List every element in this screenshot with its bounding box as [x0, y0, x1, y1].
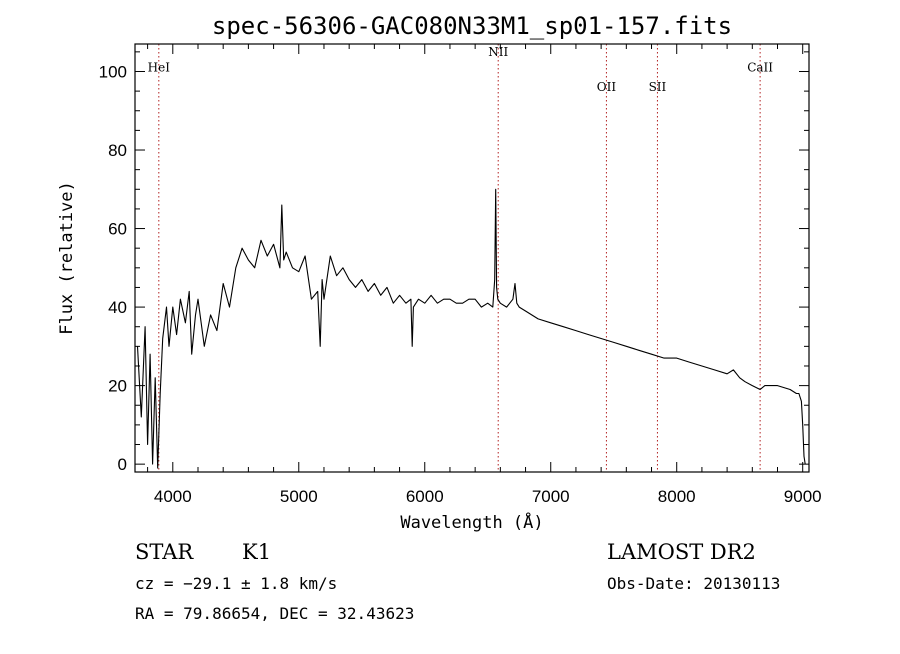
- radial-velocity: cz = −29.1 ± 1.8 km/s: [135, 574, 337, 593]
- x-tick-label: 9000: [784, 487, 822, 506]
- y-tick-label: 40: [108, 298, 127, 317]
- marker-label-nii: NII: [488, 45, 508, 59]
- y-tick-label: 80: [108, 141, 127, 160]
- survey-name: LAMOST DR2: [607, 540, 756, 564]
- sky-coordinates: RA = 79.86654, DEC = 32.43623: [135, 604, 414, 623]
- x-tick-label: 6000: [406, 487, 444, 506]
- plot-frame: [134, 43, 810, 473]
- x-tick-label: 5000: [280, 487, 318, 506]
- y-tick-label: 20: [108, 377, 127, 396]
- object-subclass: K1: [242, 540, 271, 564]
- y-tick-label: 60: [108, 220, 127, 239]
- y-axis-ticks: 0 20 40 60 80 100: [99, 51, 809, 474]
- x-axis-label: Wavelength (Å): [400, 511, 543, 533]
- marker-label-caii: CaII: [747, 60, 773, 74]
- x-tick-label: 7000: [532, 487, 570, 506]
- x-tick-label: 8000: [658, 487, 696, 506]
- x-tick-label: 4000: [154, 487, 192, 506]
- y-tick-label: 0: [118, 455, 127, 474]
- marker-label-sii: SII: [649, 80, 667, 94]
- observation-date: Obs-Date: 20130113: [607, 574, 780, 593]
- spectral-line-markers: HeI NII OII SII CaII: [148, 44, 773, 472]
- marker-label-hei: HeI: [148, 60, 171, 74]
- object-class: STAR: [135, 540, 194, 564]
- y-axis-label: Flux (relative): [57, 181, 77, 335]
- chart-title: spec-56306-GAC080N33M1_sp01-157.fits: [212, 12, 732, 40]
- marker-label-oii: OII: [597, 80, 617, 94]
- x-axis-ticks: 4000 5000 6000 7000 8000 9000: [147, 44, 822, 506]
- y-tick-label: 100: [99, 62, 127, 81]
- spectrum-series-line: [136, 188, 806, 469]
